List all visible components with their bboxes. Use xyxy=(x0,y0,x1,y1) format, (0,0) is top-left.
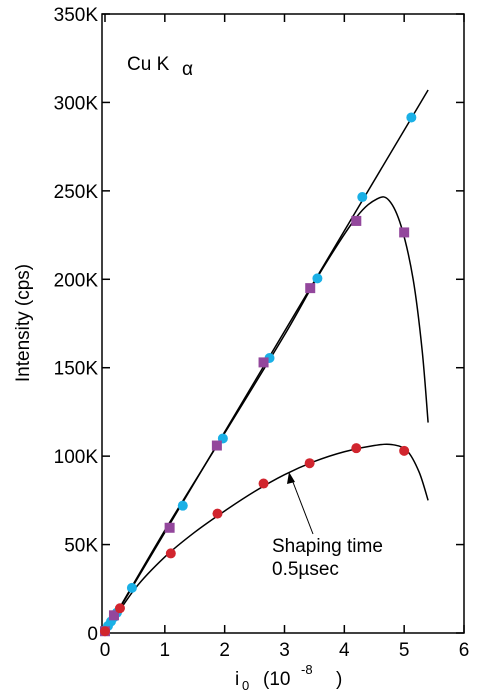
series-2-point xyxy=(351,215,362,226)
series-3-point xyxy=(304,458,315,469)
series-2-point xyxy=(108,610,119,621)
y-axis-title: Intensity (cps) xyxy=(13,264,34,382)
x-axis-title-subscript: 0 xyxy=(242,678,249,693)
x-axis-title: i 0 (10 -8 ) xyxy=(235,662,342,693)
y-tick-label: 200K xyxy=(54,270,99,291)
plot-area-border xyxy=(101,13,465,634)
x-tick-label: 2 xyxy=(219,640,230,661)
plot-frame xyxy=(101,13,465,634)
x-tick-label: 3 xyxy=(279,640,290,661)
annotation-arrowhead xyxy=(287,472,295,484)
series-2-point xyxy=(399,227,410,238)
series-3-point xyxy=(351,443,362,454)
axis-ticks xyxy=(102,13,465,634)
y-tick-label: 50K xyxy=(64,536,98,557)
element-label-main: Cu K xyxy=(127,54,170,75)
y-tick-label: 150K xyxy=(54,359,99,380)
shaping-time-value: 0.5µsec xyxy=(272,559,339,580)
x-tick-label: 1 xyxy=(160,640,171,661)
series-1-point xyxy=(357,192,368,203)
series-2-point xyxy=(258,357,269,368)
element-label: Cu K α xyxy=(127,54,193,80)
x-tick-label: 5 xyxy=(399,640,410,661)
series-3-point xyxy=(258,478,269,489)
axis-tick-labels: 0 1 2 3 4 5 6 0 50K 100K 150K 200K 250K 300K 350K xyxy=(54,5,470,661)
x-axis-title-main: i xyxy=(235,669,239,690)
x-axis-title-unit: (10 xyxy=(263,669,290,690)
y-tick-label: 0 xyxy=(87,624,98,645)
y-tick-label: 100K xyxy=(54,447,99,468)
y-tick-label: 350K xyxy=(54,5,99,26)
series-1-point xyxy=(406,112,417,123)
series-3-point xyxy=(212,508,223,519)
series-2-point xyxy=(305,283,316,294)
shaping-time-annotation: Shaping time 0.5µsec xyxy=(272,472,383,580)
annotation-leader-line xyxy=(290,476,314,535)
series-3-point xyxy=(99,626,110,637)
series-1-point xyxy=(126,582,137,593)
series-2-point xyxy=(211,440,222,451)
y-tick-label: 250K xyxy=(54,182,99,203)
series-1-point xyxy=(312,273,323,284)
series-3-point xyxy=(165,548,176,559)
series-1-point xyxy=(177,500,188,511)
x-tick-label: 0 xyxy=(100,640,111,661)
series-3-point xyxy=(114,603,125,614)
x-tick-label: 6 xyxy=(459,640,470,661)
series-2-point xyxy=(164,522,175,533)
data-markers xyxy=(99,112,417,637)
x-tick-label: 4 xyxy=(339,640,350,661)
x-axis-title-exponent: -8 xyxy=(301,662,313,677)
series-3-point xyxy=(399,445,410,456)
y-tick-label: 300K xyxy=(54,93,99,114)
shaping-time-label: Shaping time xyxy=(272,536,383,557)
element-label-subscript: α xyxy=(182,59,193,80)
x-axis-title-close: ) xyxy=(336,669,342,690)
